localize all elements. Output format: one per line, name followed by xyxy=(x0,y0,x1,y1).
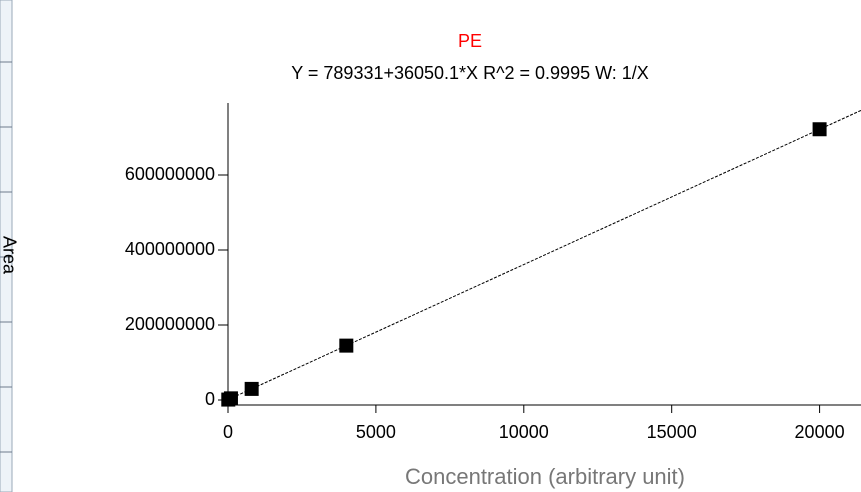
y-tick-label: 200000000 xyxy=(125,314,215,334)
x-tick-label: 0 xyxy=(223,422,233,442)
data-point xyxy=(812,122,827,137)
data-point xyxy=(339,338,354,353)
side-panel xyxy=(0,0,13,492)
y-tick-label: 600000000 xyxy=(125,164,215,184)
x-tick-label: 20000 xyxy=(795,422,845,442)
fit-line xyxy=(227,109,861,401)
data-point xyxy=(244,381,259,396)
x-tick-label: 5000 xyxy=(356,422,396,442)
x-axis-label: Concentration (arbitrary unit) xyxy=(405,464,685,489)
y-axis-label: Area xyxy=(0,236,19,275)
data-point xyxy=(223,391,238,406)
chart-subtitle: Y = 789331+36050.1*X R^2 = 0.9995 W: 1/X xyxy=(291,63,649,83)
x-tick-label: 15000 xyxy=(647,422,697,442)
x-tick-label: 10000 xyxy=(499,422,549,442)
y-tick-label: 400000000 xyxy=(125,239,215,259)
y-tick-label: 0 xyxy=(205,389,215,409)
chart-title: PE xyxy=(458,31,482,51)
